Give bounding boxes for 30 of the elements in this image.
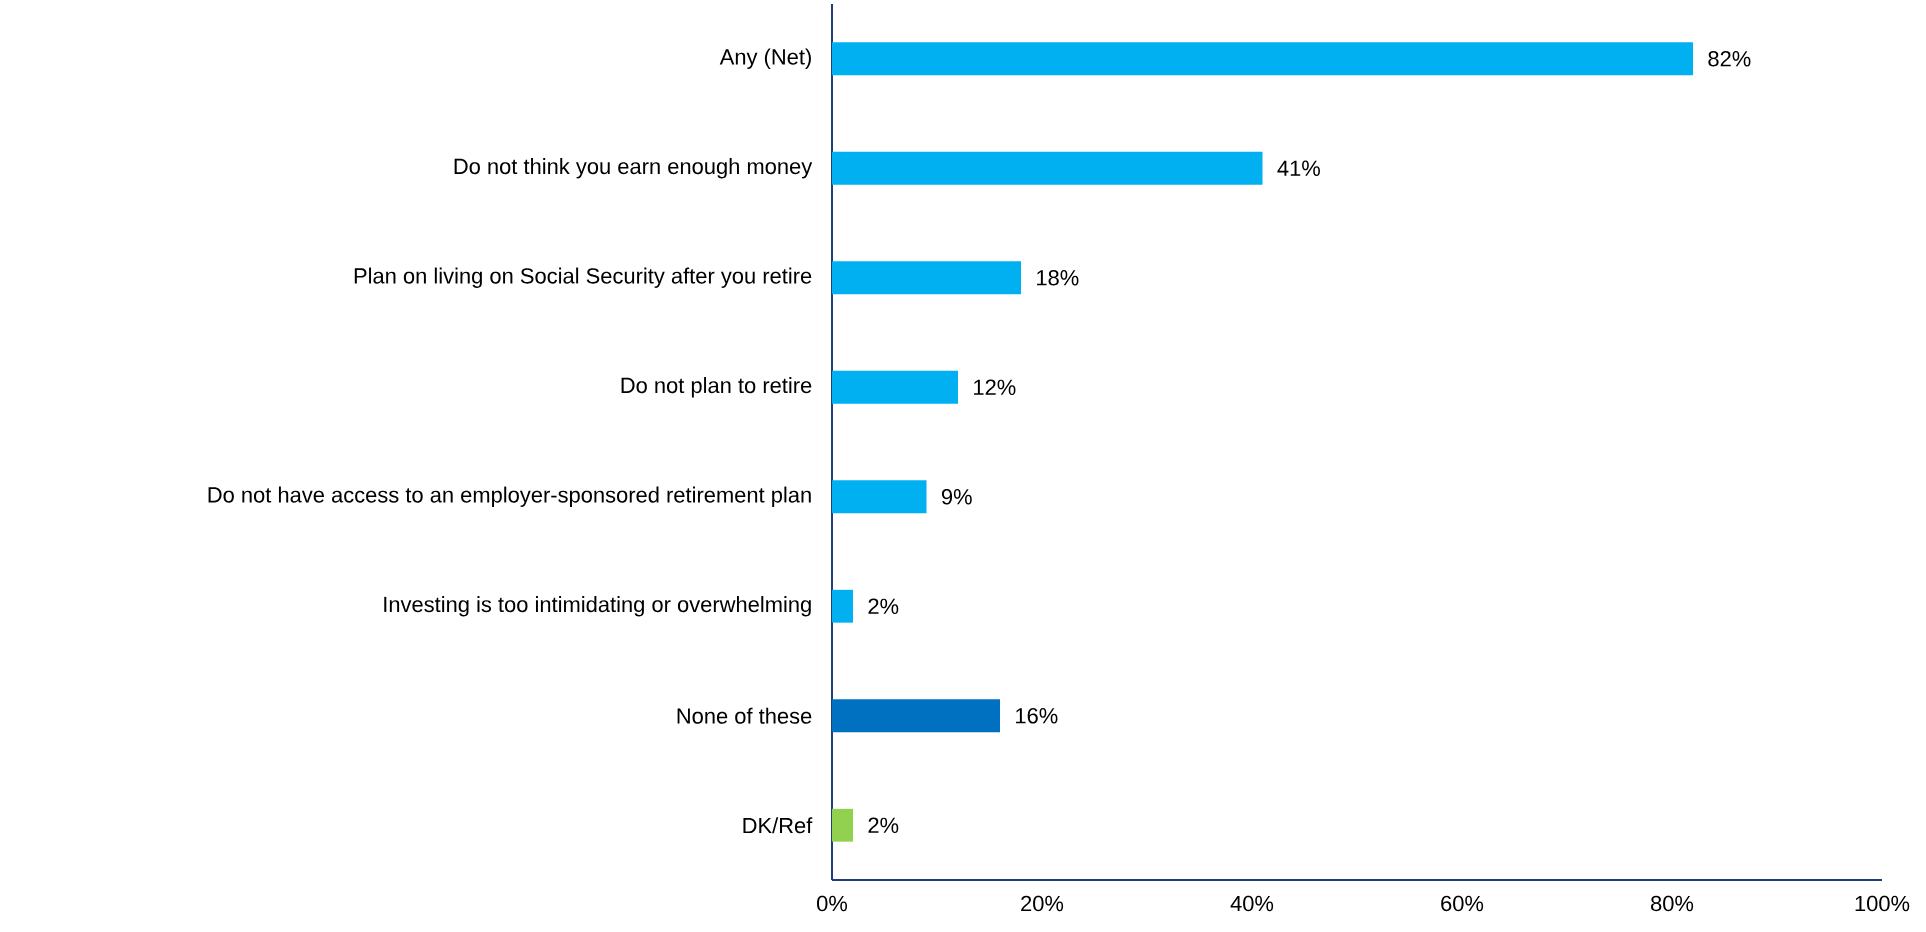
data-label: 16% — [1016, 708, 1058, 724]
x-tick-label: 60% — [1441, 895, 1484, 912]
bar — [832, 699, 1001, 733]
data-label: 41% — [1277, 160, 1320, 176]
y-tick-label: Investing is too intimidating or overwhelming — [384, 596, 811, 617]
x-tick-label: 40% — [1230, 895, 1274, 912]
bar — [832, 480, 927, 514]
x-tick-label: 20% — [1021, 895, 1064, 912]
bar — [832, 151, 1263, 185]
bar — [832, 261, 1022, 295]
y-tick-label: None of these — [677, 707, 812, 724]
bar — [832, 42, 1694, 76]
x-tick-label: 80% — [1651, 895, 1694, 912]
y-tick-label: Do not plan to retire — [621, 377, 812, 398]
data-label: 82% — [1708, 51, 1751, 67]
data-label: 2% — [868, 817, 899, 833]
y-tick-label: DK/Ref — [743, 817, 813, 834]
y-tick-label: Do not think you earn enough money — [454, 158, 813, 179]
y-tick-label: Do not have access to an employer-sponsored retirement plan — [208, 486, 811, 507]
data-label: 9% — [941, 489, 972, 505]
y-tick-label: Plan on living on Social Security after you retire — [354, 267, 812, 288]
data-label: 18% — [1037, 270, 1079, 286]
bar — [832, 589, 853, 623]
bar — [832, 808, 853, 842]
x-tick-label: 100% — [1855, 895, 1910, 912]
data-label: 12% — [974, 379, 1016, 395]
bar — [832, 370, 958, 404]
x-tick-label: 0% — [817, 895, 848, 912]
y-tick-label: Any (Net) — [719, 48, 811, 69]
data-label: 2% — [868, 598, 899, 614]
